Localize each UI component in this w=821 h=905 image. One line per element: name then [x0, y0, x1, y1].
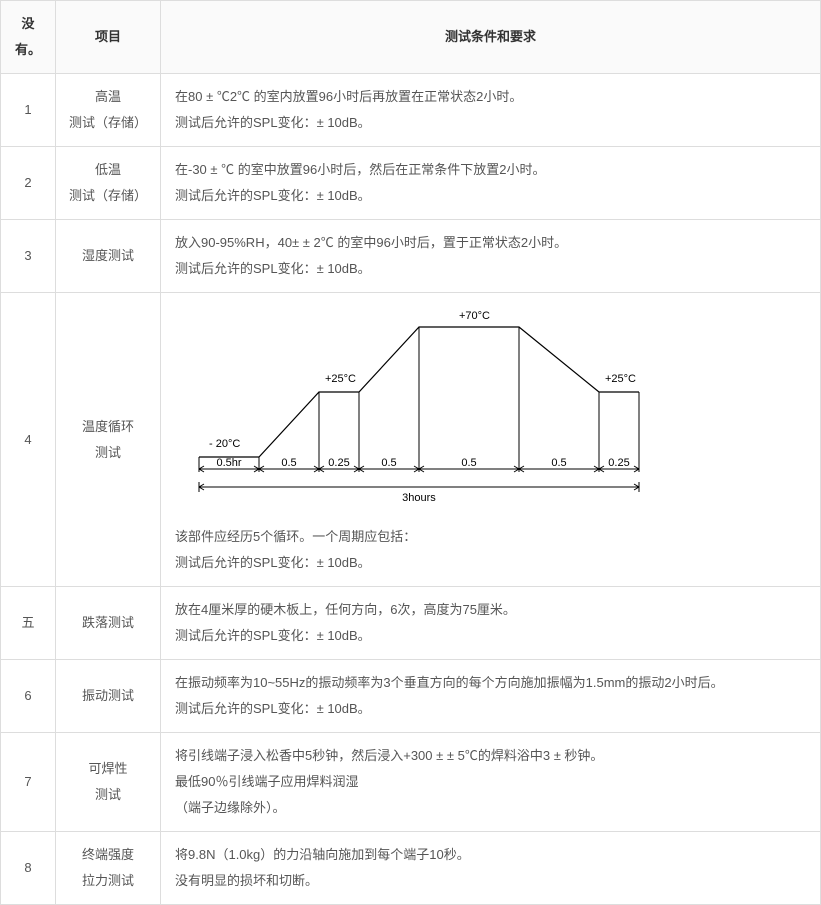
cell-req: 放在4厘米厚的硬木板上，任何方向，6次，高度为75厘米。测试后允许的SPL变化：…	[161, 587, 821, 660]
table-row: 3湿度测试放入90-95%RH，40± ± 2℃ 的室中96小时后，置于正常状态…	[1, 220, 821, 293]
cell-no: 1	[1, 74, 56, 147]
table-row: 8终端强度拉力测试将9.8N（1.0kg）的力沿轴向施加到每个端子10秒。没有明…	[1, 832, 821, 905]
cell-item: 低温测试（存储）	[56, 147, 161, 220]
header-row: 没有。 项目 测试条件和要求	[1, 1, 821, 74]
cell-req: 0.5hr 0.5 0.25 0.5 0.5 0.5 0.25 3hours - 20°C +25…	[161, 293, 821, 587]
cell-req: 放入90-95%RH，40± ± 2℃ 的室中96小时后，置于正常状态2小时。测…	[161, 220, 821, 293]
cell-item: 终端强度拉力测试	[56, 832, 161, 905]
cell-req: 在80 ± ℃2℃ 的室内放置96小时后再放置在正常状态2小时。测试后允许的SP…	[161, 74, 821, 147]
svg-text:0.25: 0.25	[328, 457, 349, 469]
cell-no: 3	[1, 220, 56, 293]
cell-no: 2	[1, 147, 56, 220]
cell-req: 在-30 ± ℃ 的室中放置96小时后，然后在正常条件下放置2小时。测试后允许的…	[161, 147, 821, 220]
test-table: 没有。 项目 测试条件和要求 1高温测试（存储）在80 ± ℃2℃ 的室内放置9…	[0, 0, 821, 905]
cell-req: 将引线端子浸入松香中5秒钟，然后浸入+300 ± ± 5℃的焊料浴中3 ± 秒钟…	[161, 733, 821, 832]
cell-item: 可焊性测试	[56, 733, 161, 832]
cell-req: 将9.8N（1.0kg）的力沿轴向施加到每个端子10秒。没有明显的损坏和切断。	[161, 832, 821, 905]
svg-text:0.5: 0.5	[381, 457, 396, 469]
table-row: 4温度循环测试 0.5hr 0.5 0.25 0.5 0.5 0.5 0.25 3hours - …	[1, 293, 821, 587]
table-row: 6振动测试在振动频率为10~55Hz的振动频率为3个垂直方向的每个方向施加振幅为…	[1, 660, 821, 733]
table-row: 1高温测试（存储）在80 ± ℃2℃ 的室内放置96小时后再放置在正常状态2小时…	[1, 74, 821, 147]
header-item: 项目	[56, 1, 161, 74]
cell-item: 高温测试（存储）	[56, 74, 161, 147]
table-row: 2低温测试（存储）在-30 ± ℃ 的室中放置96小时后，然后在正常条件下放置2…	[1, 147, 821, 220]
svg-text:0.5hr: 0.5hr	[216, 457, 241, 469]
cell-req: 在振动频率为10~55Hz的振动频率为3个垂直方向的每个方向施加振幅为1.5mm…	[161, 660, 821, 733]
svg-text:0.5: 0.5	[551, 457, 566, 469]
cell-no: 五	[1, 587, 56, 660]
table-row: 7可焊性测试将引线端子浸入松香中5秒钟，然后浸入+300 ± ± 5℃的焊料浴中…	[1, 733, 821, 832]
cell-no: 4	[1, 293, 56, 587]
svg-text:- 20°C: - 20°C	[209, 438, 240, 450]
header-no: 没有。	[1, 1, 56, 74]
temp-cycle-svg: 0.5hr 0.5 0.25 0.5 0.5 0.5 0.25 3hours - 20°C +25…	[179, 307, 759, 507]
svg-text:0.5: 0.5	[281, 457, 296, 469]
header-req: 测试条件和要求	[161, 1, 821, 74]
svg-text:0.5: 0.5	[461, 457, 476, 469]
temp-cycle-diagram: 0.5hr 0.5 0.25 0.5 0.5 0.5 0.25 3hours - 20°C +25…	[179, 307, 812, 516]
cell-no: 7	[1, 733, 56, 832]
svg-text:0.25: 0.25	[608, 457, 629, 469]
cell-item: 振动测试	[56, 660, 161, 733]
svg-text:+70°C: +70°C	[459, 310, 490, 322]
cell-item: 湿度测试	[56, 220, 161, 293]
svg-text:+25°C: +25°C	[325, 373, 356, 385]
cell-no: 6	[1, 660, 56, 733]
cell-no: 8	[1, 832, 56, 905]
svg-text:3hours: 3hours	[402, 492, 436, 504]
cell-item: 温度循环测试	[56, 293, 161, 587]
cell-item: 跌落测试	[56, 587, 161, 660]
svg-text:+25°C: +25°C	[605, 373, 636, 385]
table-row: 五跌落测试放在4厘米厚的硬木板上，任何方向，6次，高度为75厘米。测试后允许的S…	[1, 587, 821, 660]
